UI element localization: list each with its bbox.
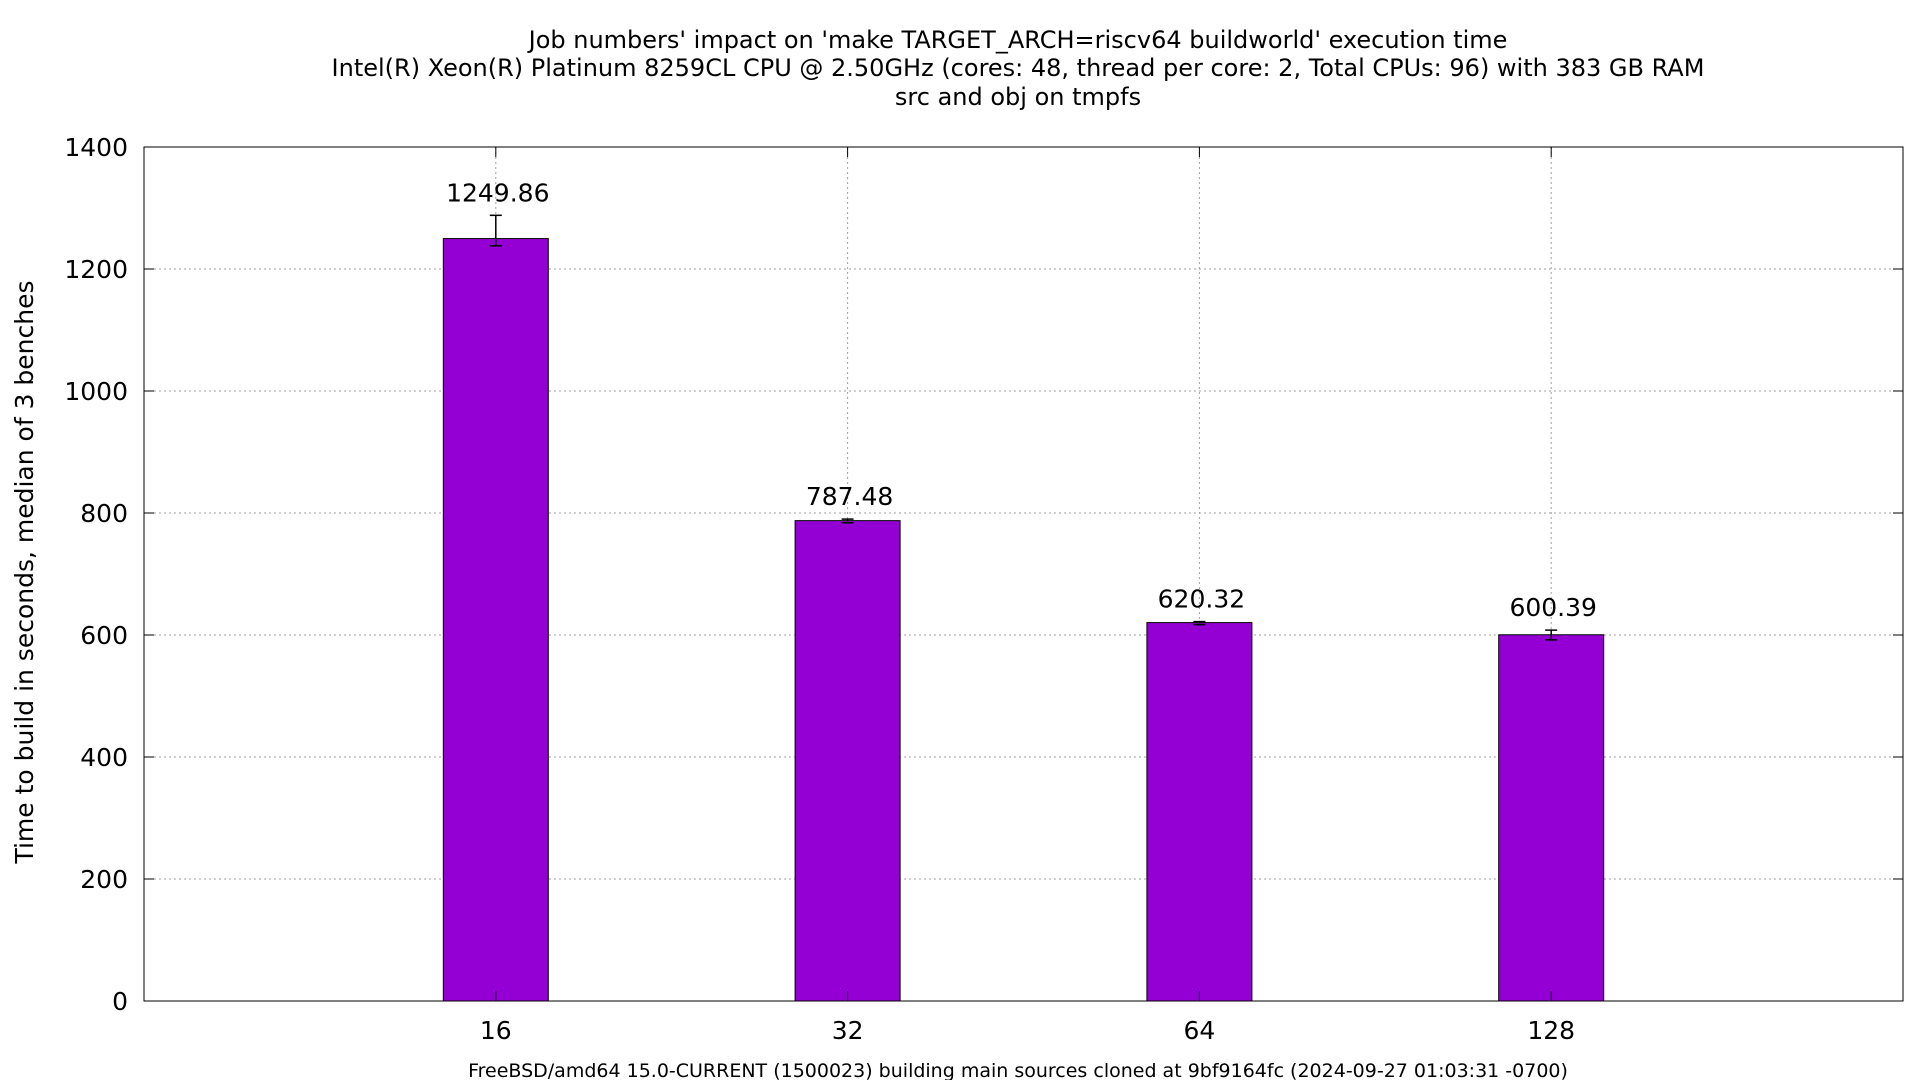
y-tick-label: 200	[80, 865, 128, 894]
x-tick-label-64: 64	[1183, 1016, 1215, 1045]
y-tick-label: 400	[80, 743, 128, 772]
grid-lines	[144, 146, 1903, 1001]
chart-title-line-1: Job numbers' impact on 'make TARGET_ARCH…	[527, 26, 1508, 54]
y-tick-label: 800	[80, 499, 128, 528]
value-label-16: 1249.86	[446, 178, 549, 207]
x-tick-label-16: 16	[480, 1016, 512, 1045]
y-tick-label: 0	[112, 987, 128, 1016]
value-labels: 1249.86 787.48 620.32 600.39	[446, 178, 1597, 622]
x-tick-label-32: 32	[832, 1016, 864, 1045]
y-tick-label: 1200	[64, 255, 128, 284]
plot-border	[143, 146, 1904, 1002]
x-axis-label: FreeBSD/amd64 15.0-CURRENT (1500023) bui…	[468, 1060, 1568, 1080]
x-tick-labels: 16 32 64 128	[480, 1016, 1575, 1045]
bar-128	[1498, 634, 1605, 1002]
y-tick-label: 1400	[64, 133, 128, 162]
bar-64	[1146, 622, 1253, 1002]
chart-title: Job numbers' impact on 'make TARGET_ARCH…	[332, 26, 1705, 111]
x-tick-label-128: 128	[1527, 1016, 1575, 1045]
axes	[143, 146, 1904, 1002]
value-label-32: 787.48	[806, 482, 893, 511]
error-bars	[489, 214, 1558, 641]
y-tick-label: 1000	[64, 377, 128, 406]
y-tick-labels: 0 200 400 600 800 1000 1200 1400	[64, 133, 128, 1016]
bar-16	[442, 238, 549, 1002]
y-axis-label: Time to build in seconds, median of 3 be…	[10, 280, 39, 864]
bars	[442, 238, 1605, 1002]
y-tick-label: 600	[80, 621, 128, 650]
chart-title-line-2: Intel(R) Xeon(R) Platinum 8259CL CPU @ 2…	[332, 54, 1705, 82]
chart-title-line-3: src and obj on tmpfs	[895, 83, 1141, 111]
value-label-128: 600.39	[1509, 593, 1596, 622]
value-label-64: 620.32	[1158, 585, 1245, 614]
bar-32	[794, 520, 901, 1002]
